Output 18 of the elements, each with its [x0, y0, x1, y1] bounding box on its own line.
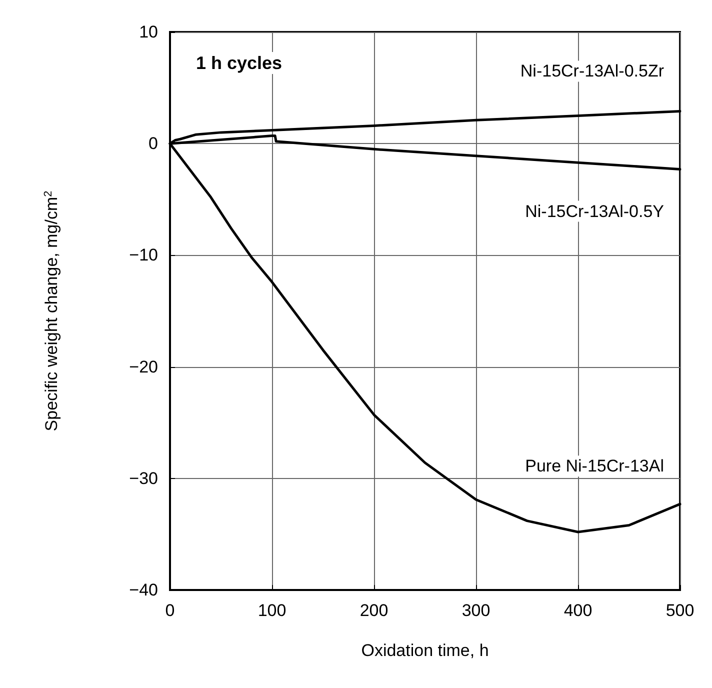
x-tick-label: 200	[360, 601, 388, 620]
x-tick-label: 300	[462, 601, 490, 620]
x-tick-label: 100	[258, 601, 286, 620]
y-tick-label: −10	[129, 246, 158, 265]
x-tick-label: 0	[165, 601, 175, 620]
y-tick-label: −40	[129, 580, 158, 600]
y-axis-title: Specific weight change, mg/cm2	[42, 190, 61, 432]
x-tick-label: 400	[564, 601, 592, 620]
y-tick-label: −20	[129, 357, 158, 376]
series-label: Pure Ni-15Cr-13Al	[525, 456, 664, 476]
x-tick-label: 500	[666, 601, 694, 620]
series-label: Ni-15Cr-13Al-0.5Zr	[520, 62, 664, 81]
y-tick-label: 0	[148, 134, 158, 154]
series-label: Ni-15Cr-13Al-0.5Y	[525, 202, 664, 221]
x-axis-title: Oxidation time, h	[361, 641, 489, 660]
annotation: 1 h cycles	[196, 53, 282, 73]
y-tick-label: −30	[129, 468, 158, 488]
y-tick-label: 10	[139, 22, 158, 42]
